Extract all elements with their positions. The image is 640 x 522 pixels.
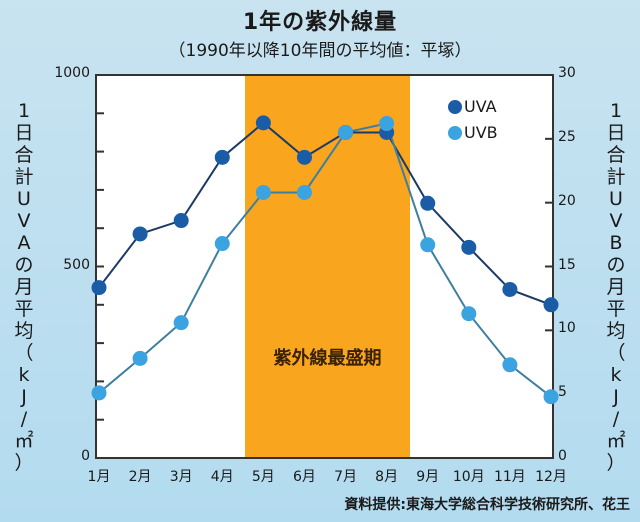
axis-label-char: 合 [14,144,34,166]
right-tick-label: 30 [558,65,576,81]
uva-point [420,195,436,211]
uvb-point [255,184,271,200]
legend-item-uva: UVA [448,94,498,120]
x-tick-label: 12月 [535,469,567,485]
uva-point [461,239,477,255]
uva-marker-icon [448,100,462,114]
axis-label-char: J [613,386,619,408]
x-tick-label: 5月 [251,469,275,485]
right-tick-label: 15 [558,256,576,273]
uva-point [296,149,312,165]
uvb-point [214,236,230,252]
axis-label-char: J [21,386,27,408]
legend: UVA UVB [448,94,498,146]
axis-label-char: 均 [14,320,34,342]
axis-label-char: ） [14,452,34,474]
uva-point [502,281,518,297]
x-tick-label: 7月 [334,469,357,485]
uva-point [543,297,559,313]
right-tick-label: 20 [558,192,576,209]
uvb-marker-icon [448,126,462,140]
axis-label-char: / [612,408,620,430]
chart-title: 1年の紫外線量 [242,10,398,35]
x-tick-label: 11月 [493,469,526,485]
axis-label-char: 計 [14,166,34,188]
axis-label-char: 合 [606,144,626,166]
x-tick-label: 10月 [452,469,485,485]
x-tick-label: 6月 [292,469,316,485]
right-tick-label: 5 [558,384,567,401]
peak-season-label: 紫外線最盛期 [273,348,382,369]
axis-label-char: U [609,188,623,210]
left-tick-label: 0 [81,448,90,464]
axis-label-char: の [606,254,626,276]
axis-label-char: ） [606,452,626,474]
axis-label-char: 日 [606,122,626,144]
uvb-point [420,237,436,253]
legend-label-uva: UVA [464,97,497,116]
uvb-point [132,350,148,366]
axis-label-char: B [609,232,623,254]
axis-label-char: ㎡ [14,430,34,452]
uvb-point [379,116,395,132]
uva-point [214,149,230,165]
uva-point [255,115,271,131]
peak-season-band [245,75,410,458]
x-tick-label: 1月 [87,469,111,485]
uvb-point [91,385,107,401]
axis-label-char: 1 [609,100,623,122]
x-tick-label: 4月 [210,469,234,485]
x-tick-label: 2月 [128,469,152,485]
axis-label-char: 均 [606,320,626,342]
axis-label-char: 月 [14,276,34,298]
right-tick-label: 10 [558,320,576,337]
axis-label-char: ㎡ [606,430,626,452]
uva-point [173,213,189,229]
axis-label-char: V [17,210,31,232]
x-tick-label: 9月 [416,469,440,485]
axis-label-char: k [610,364,622,386]
left-tick-label: 500 [63,256,90,273]
uvb-point [338,124,354,140]
axis-label-char: U [17,188,31,210]
right-tick-label: 25 [558,128,576,145]
uva-point [132,226,148,242]
data-source: 資料提供:東海大学総合科学技術研究所、花王 [344,497,630,513]
uva-point [91,280,107,296]
legend-item-uvb: UVB [448,120,498,146]
uvb-point [502,357,518,373]
left-tick-label: 1000 [54,65,90,81]
axis-label-char: / [20,408,28,430]
axis-label-char: 月 [606,276,626,298]
axis-label-char: 日 [14,122,34,144]
uvb-point [461,306,477,322]
legend-label-uvb: UVB [464,123,498,142]
axis-label-char: 計 [606,166,626,188]
right-tick-label: 0 [558,448,567,464]
left-axis-label: 1 日合計 U V A の月平均（k J / ㎡） [12,100,36,474]
right-axis-label: 1 日合計 U V B の月平均（k J / ㎡） [604,100,628,474]
axis-label-char: 平 [14,298,34,320]
axis-label-char: k [18,364,30,386]
x-tick-label: 8月 [375,469,399,485]
uvb-point [543,389,559,405]
axis-label-char: （ [14,342,34,364]
chart-subtitle: （1990年以降10年間の平均値：平塚） [168,41,472,61]
axis-label-char: の [14,254,34,276]
uvb-point [296,184,312,200]
axis-label-char: A [17,232,31,254]
x-tick-label: 3月 [169,469,193,485]
axis-label-char: V [609,210,623,232]
axis-label-char: （ [606,342,626,364]
axis-label-char: 1 [17,100,31,122]
axis-label-char: 平 [606,298,626,320]
uvb-line [98,122,552,398]
uvb-point [173,315,189,331]
